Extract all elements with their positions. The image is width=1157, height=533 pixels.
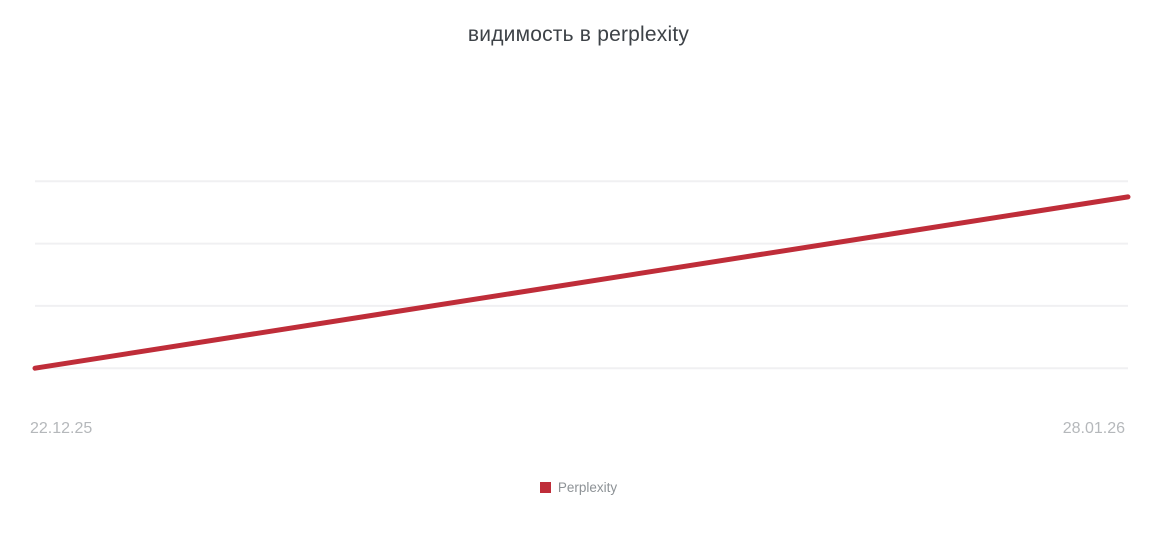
legend-item-perplexity[interactable]: Perplexity	[539, 480, 618, 495]
x-axis-label-start: 22.12.25	[30, 420, 93, 437]
legend: Perplexity	[0, 480, 1157, 495]
chart-title: видимость в perplexity	[467, 23, 690, 46]
legend-label: Perplexity	[557, 480, 618, 495]
series-group	[32, 194, 1131, 371]
x-axis-label-end: 28.01.26	[1062, 420, 1125, 437]
gridlines-group	[35, 180, 1128, 370]
legend-square-marker-icon	[539, 482, 551, 493]
series-line-perplexity	[32, 194, 1131, 371]
